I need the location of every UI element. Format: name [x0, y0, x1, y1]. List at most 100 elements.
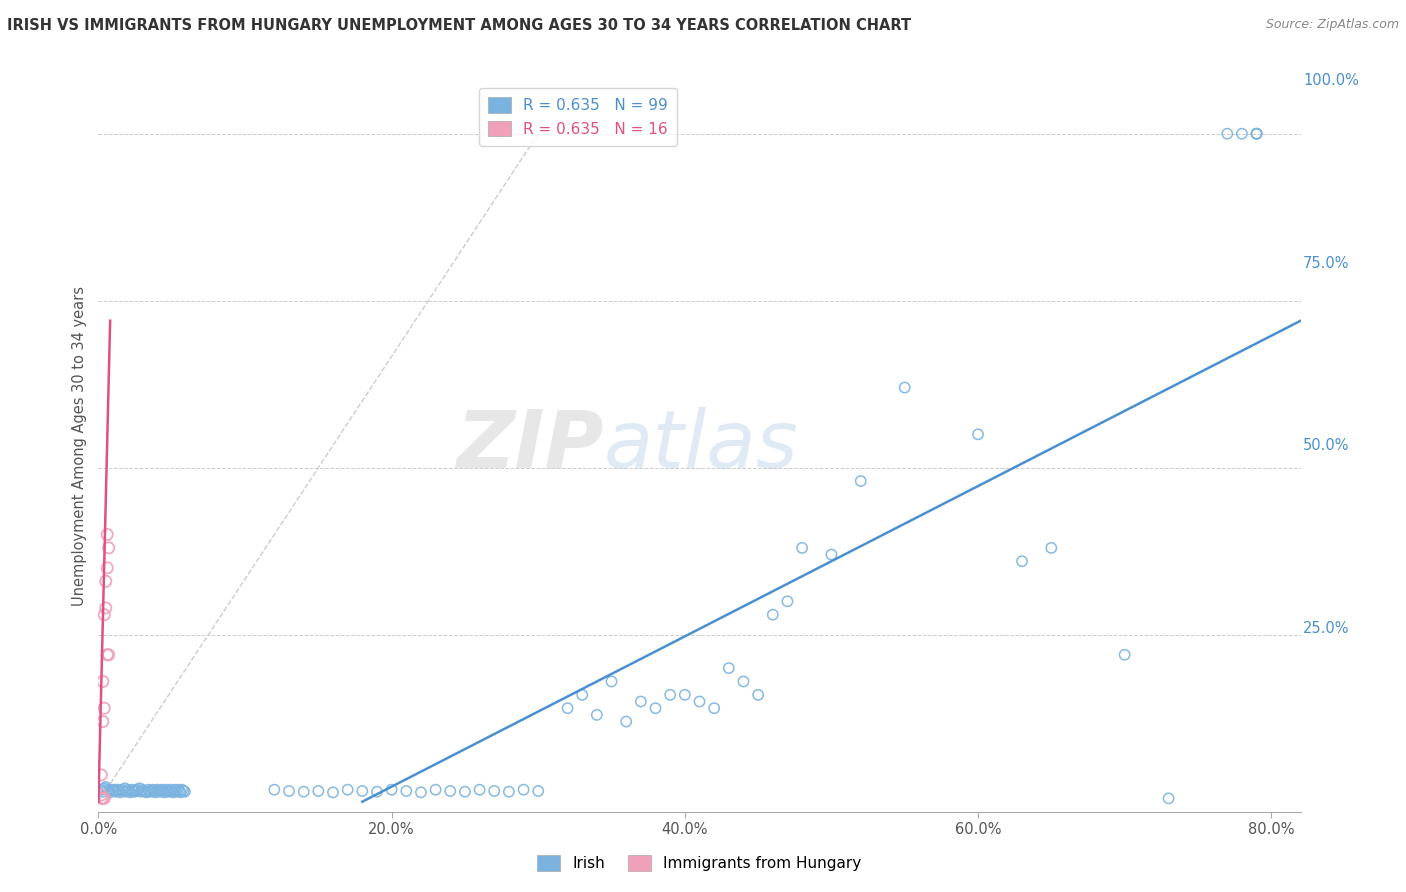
Point — [586, 707, 609, 722]
Point — [307, 784, 329, 798]
Point — [146, 782, 169, 797]
Point — [90, 782, 112, 797]
Point — [149, 785, 172, 799]
Point — [111, 782, 134, 797]
Point — [129, 785, 152, 799]
Point — [395, 784, 418, 798]
Point — [1011, 554, 1033, 568]
Point — [165, 785, 187, 799]
Point — [97, 648, 120, 662]
Text: 75.0%: 75.0% — [1303, 256, 1350, 270]
Point — [121, 782, 143, 797]
Text: 100.0%: 100.0% — [1303, 73, 1358, 87]
Point — [820, 548, 842, 562]
Point — [659, 688, 682, 702]
Point — [159, 782, 181, 797]
Point — [1246, 127, 1268, 141]
Point — [91, 785, 114, 799]
Point — [100, 782, 122, 797]
Point — [172, 784, 194, 798]
Point — [90, 768, 112, 782]
Point — [94, 601, 117, 615]
Point — [156, 784, 179, 798]
Point — [96, 782, 118, 797]
Point — [157, 785, 180, 799]
Point — [132, 784, 155, 798]
Point — [776, 594, 799, 608]
Point — [117, 782, 139, 797]
Point — [96, 561, 118, 575]
Point — [762, 607, 785, 622]
Point — [512, 782, 534, 797]
Point — [93, 701, 115, 715]
Point — [174, 785, 197, 799]
Point — [152, 784, 174, 798]
Point — [166, 782, 188, 797]
Point — [124, 785, 146, 799]
Point — [381, 782, 404, 797]
Point — [110, 785, 132, 799]
Point — [91, 674, 114, 689]
Point — [145, 785, 167, 799]
Point — [150, 782, 173, 797]
Point — [91, 714, 114, 729]
Point — [107, 782, 129, 797]
Text: ZIP: ZIP — [456, 407, 603, 485]
Point — [893, 380, 915, 394]
Point — [600, 674, 623, 689]
Point — [1216, 127, 1239, 141]
Text: 50.0%: 50.0% — [1303, 439, 1350, 453]
Point — [112, 784, 135, 798]
Point — [115, 785, 138, 799]
Point — [108, 784, 131, 798]
Point — [1040, 541, 1063, 555]
Point — [439, 784, 461, 798]
Point — [143, 784, 166, 798]
Point — [454, 785, 477, 799]
Point — [336, 782, 359, 797]
Point — [688, 694, 710, 708]
Point — [93, 781, 115, 796]
Point — [91, 791, 114, 805]
Point — [105, 785, 128, 799]
Point — [352, 784, 374, 798]
Point — [167, 784, 190, 798]
Point — [103, 782, 125, 797]
Point — [120, 785, 142, 799]
Point — [97, 541, 120, 555]
Legend: Irish, Immigrants from Hungary: Irish, Immigrants from Hungary — [531, 849, 868, 877]
Point — [135, 785, 157, 799]
Point — [849, 474, 872, 488]
Point — [141, 785, 163, 799]
Text: IRISH VS IMMIGRANTS FROM HUNGARY UNEMPLOYMENT AMONG AGES 30 TO 34 YEARS CORRELAT: IRISH VS IMMIGRANTS FROM HUNGARY UNEMPLO… — [7, 18, 911, 33]
Point — [733, 674, 755, 689]
Text: Source: ZipAtlas.com: Source: ZipAtlas.com — [1265, 18, 1399, 31]
Point — [96, 648, 118, 662]
Y-axis label: Unemployment Among Ages 30 to 34 years: Unemployment Among Ages 30 to 34 years — [72, 286, 87, 606]
Point — [90, 791, 112, 805]
Point — [498, 785, 520, 799]
Point — [263, 782, 285, 797]
Point — [557, 701, 579, 715]
Point — [114, 781, 136, 796]
Point — [94, 780, 117, 794]
Point — [1246, 127, 1268, 141]
Point — [122, 784, 145, 798]
Point — [93, 791, 115, 805]
Point — [94, 574, 117, 589]
Point — [571, 688, 593, 702]
Point — [101, 784, 124, 798]
Point — [278, 784, 301, 798]
Point — [1157, 791, 1180, 805]
Point — [673, 688, 696, 702]
Point — [425, 782, 447, 797]
Point — [90, 788, 112, 802]
Point — [136, 782, 159, 797]
Point — [134, 785, 156, 799]
Point — [97, 784, 120, 798]
Point — [409, 785, 432, 799]
Point — [1230, 127, 1253, 141]
Point — [644, 701, 666, 715]
Point — [142, 782, 165, 797]
Point — [153, 785, 176, 799]
